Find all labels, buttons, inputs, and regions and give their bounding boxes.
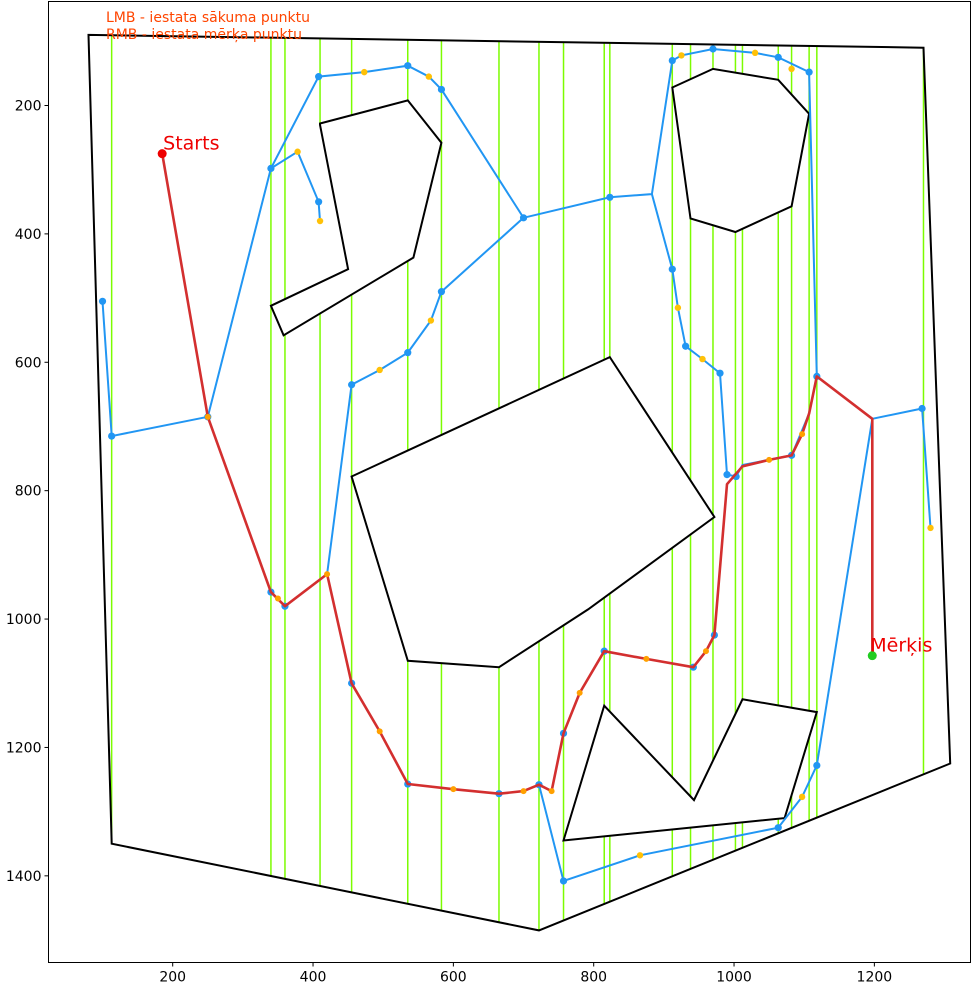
roadmap-edge (538, 764, 818, 883)
roadmap-waypoint (674, 304, 682, 311)
roadmap-waypoint (678, 52, 685, 59)
roadmap-node (267, 164, 275, 173)
roadmap-node (437, 85, 446, 94)
roadmap-node (716, 369, 724, 377)
roadmap-node (404, 62, 412, 70)
roadmap-node (315, 198, 323, 206)
axes-frame (48, 1, 971, 963)
path-waypoint (548, 788, 555, 795)
roadmap-node (774, 53, 782, 61)
roadmap-waypoint (376, 366, 383, 374)
obstacle-polygon (671, 67, 811, 234)
x-tick-label: 800 (580, 970, 607, 986)
roadmap-node (519, 214, 528, 222)
x-tick-label: 600 (440, 970, 467, 986)
y-tick-label: 400 (15, 227, 42, 243)
roadmap-waypoint (425, 73, 433, 80)
y-tick-label: 1000 (6, 612, 42, 628)
roadmap-node (559, 877, 568, 885)
endpoint-markers: Starts Mērķis (157, 133, 932, 661)
roadmap-waypoint (427, 317, 435, 324)
path-waypoint (324, 571, 331, 578)
y-tick-label: 200 (15, 98, 42, 114)
roadmap-waypoint (636, 852, 644, 859)
roadmap-node (709, 45, 717, 53)
axis-ticks: 200 400 600 800 1000 1200 200 400 600 800 1000 1200… (6, 98, 892, 985)
path-waypoint (576, 689, 583, 696)
path-waypoint (643, 655, 650, 662)
path-waypoint (520, 788, 527, 795)
x-tick-label: 400 (300, 970, 327, 986)
path-waypoint (766, 456, 773, 463)
roadmap-node (315, 73, 323, 81)
roadmap-edge (815, 418, 874, 766)
goal-marker (867, 651, 877, 661)
environment-shapes (87, 33, 952, 932)
y-tick-label: 600 (15, 355, 42, 371)
roadmap-node (98, 297, 107, 305)
roadmap-node (774, 824, 782, 832)
roadmap-node (805, 68, 813, 76)
roadmap-node (606, 193, 614, 201)
roadmap-node (668, 56, 676, 65)
path-waypoint (204, 413, 211, 420)
roadmap-edge (284, 217, 525, 607)
y-tick-label: 1200 (6, 740, 42, 756)
annotation-lmb: LMB - iestata sākuma punktu (106, 10, 310, 26)
roadmap-node (437, 288, 446, 296)
roadmap-node (918, 404, 926, 413)
goal-label: Mērķis (870, 635, 932, 657)
obstacle-polygon (350, 355, 716, 669)
roadmap-node (348, 381, 356, 389)
path-waypoint (799, 431, 806, 438)
roadmap-waypoint (699, 355, 706, 363)
obstacle-polygon (269, 99, 443, 337)
roadmap-node (404, 349, 412, 357)
roadmap-node (682, 342, 690, 350)
path-waypoint (274, 595, 281, 602)
start-label: Starts (163, 133, 219, 155)
roadmap-waypoint (361, 68, 368, 76)
path-series (160, 153, 874, 796)
annotation-rmb: RMB - iestata mērķa punktu (106, 27, 302, 43)
y-tick-label: 800 (15, 484, 42, 500)
path-waypoint (702, 648, 709, 655)
x-tick-label: 200 (159, 970, 186, 986)
path-waypoint (450, 786, 457, 793)
path-waypoint (376, 728, 383, 735)
x-tick-label: 1000 (716, 970, 752, 986)
roadmap-waypoint (751, 49, 759, 57)
start-marker (157, 149, 167, 159)
roadmap-waypoint (927, 524, 934, 532)
roadmap-node (108, 432, 116, 440)
outer-boundary (87, 33, 952, 932)
roadmap-waypoint (788, 65, 795, 73)
roadmap-node (813, 761, 821, 770)
roadmap-waypoint (316, 217, 324, 225)
roadmap-waypoint (798, 793, 806, 801)
roadmap-node (668, 265, 676, 273)
x-tick-label: 1200 (857, 970, 893, 986)
roadmap-waypoint (294, 148, 301, 155)
roadmap-node (723, 471, 731, 479)
y-tick-label: 1400 (6, 869, 42, 885)
